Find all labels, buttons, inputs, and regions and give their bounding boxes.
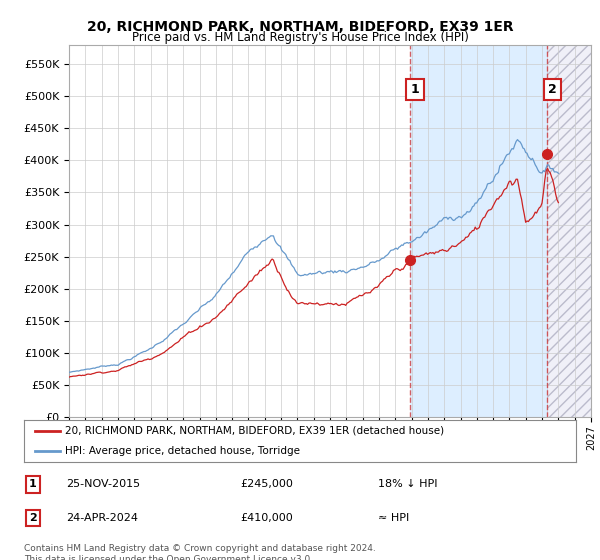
Text: 20, RICHMOND PARK, NORTHAM, BIDEFORD, EX39 1ER: 20, RICHMOND PARK, NORTHAM, BIDEFORD, EX… <box>86 20 514 34</box>
Text: 2: 2 <box>29 513 37 523</box>
Text: Contains HM Land Registry data © Crown copyright and database right 2024.
This d: Contains HM Land Registry data © Crown c… <box>24 544 376 560</box>
Text: 1: 1 <box>411 83 419 96</box>
Text: Price paid vs. HM Land Registry's House Price Index (HPI): Price paid vs. HM Land Registry's House … <box>131 31 469 44</box>
Text: 24-APR-2024: 24-APR-2024 <box>66 513 138 523</box>
Text: 1: 1 <box>29 479 37 489</box>
Text: 2: 2 <box>548 83 557 96</box>
Text: 18% ↓ HPI: 18% ↓ HPI <box>378 479 437 489</box>
Text: 25-NOV-2015: 25-NOV-2015 <box>66 479 140 489</box>
Text: 20, RICHMOND PARK, NORTHAM, BIDEFORD, EX39 1ER (detached house): 20, RICHMOND PARK, NORTHAM, BIDEFORD, EX… <box>65 426 445 436</box>
Bar <box>410 45 547 417</box>
Text: HPI: Average price, detached house, Torridge: HPI: Average price, detached house, Torr… <box>65 446 301 456</box>
Text: ≈ HPI: ≈ HPI <box>378 513 409 523</box>
Text: £245,000: £245,000 <box>240 479 293 489</box>
Text: £410,000: £410,000 <box>240 513 293 523</box>
